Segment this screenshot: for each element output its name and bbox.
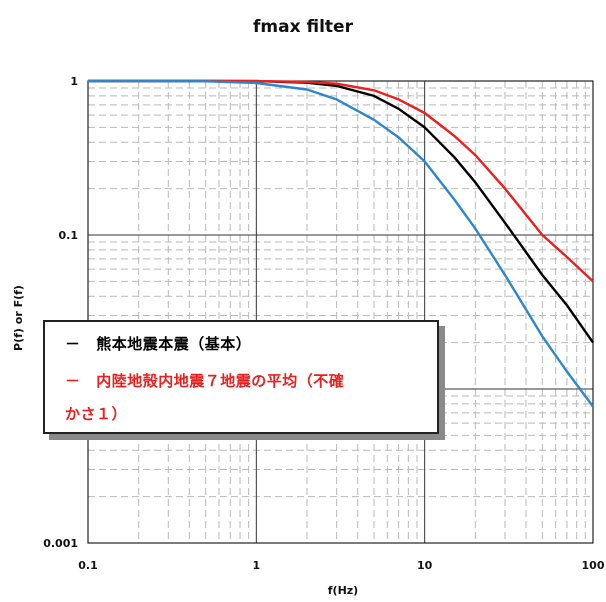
- y-tick-label: 0.001: [43, 537, 78, 550]
- y-tick-labels: 10.10.010.001: [43, 75, 78, 550]
- legend-item-inland-average: － 内陸地殻内地震７地震の平均（不確: [65, 365, 429, 397]
- legend-marker-red: －: [65, 372, 81, 390]
- legend-item-inland-average-continued: かさ１）: [65, 398, 429, 430]
- chart-title: fmax filter: [253, 17, 354, 37]
- legend-marker-black: －: [65, 335, 81, 353]
- plot-area-frame: [87, 80, 594, 544]
- y-axis-label: P(f) or F(f): [12, 285, 25, 351]
- legend: － 熊本地震本震（基本） － 内陸地殻内地震７地震の平均（不確 かさ１）: [43, 320, 439, 434]
- minor-gridlines: [88, 81, 593, 543]
- major-gridlines: [88, 81, 593, 543]
- x-tick-label: 10: [417, 559, 433, 572]
- legend-item-kumamoto: － 熊本地震本震（基本）: [65, 328, 429, 360]
- y-tick-label: 0.1: [59, 229, 79, 242]
- legend-label-inland-average-continued: かさ１）: [65, 405, 128, 423]
- series-line-black: [88, 79, 594, 344]
- x-tick-label: 100: [582, 559, 605, 572]
- series-line-red: [88, 79, 594, 283]
- x-tick-label: 0.1: [78, 559, 98, 572]
- series-lines: [88, 79, 594, 408]
- x-tick-labels: 0.1 1 10 100: [78, 559, 605, 572]
- x-tick-label: 1: [253, 559, 261, 572]
- legend-label-inland-average: 内陸地殻内地震７地震の平均（不確: [96, 372, 345, 390]
- x-axis-label: f(Hz): [328, 584, 358, 597]
- legend-label-kumamoto: 熊本地震本震（基本）: [96, 335, 252, 353]
- series-line-blue: [88, 79, 594, 408]
- y-tick-label: 1: [70, 75, 78, 88]
